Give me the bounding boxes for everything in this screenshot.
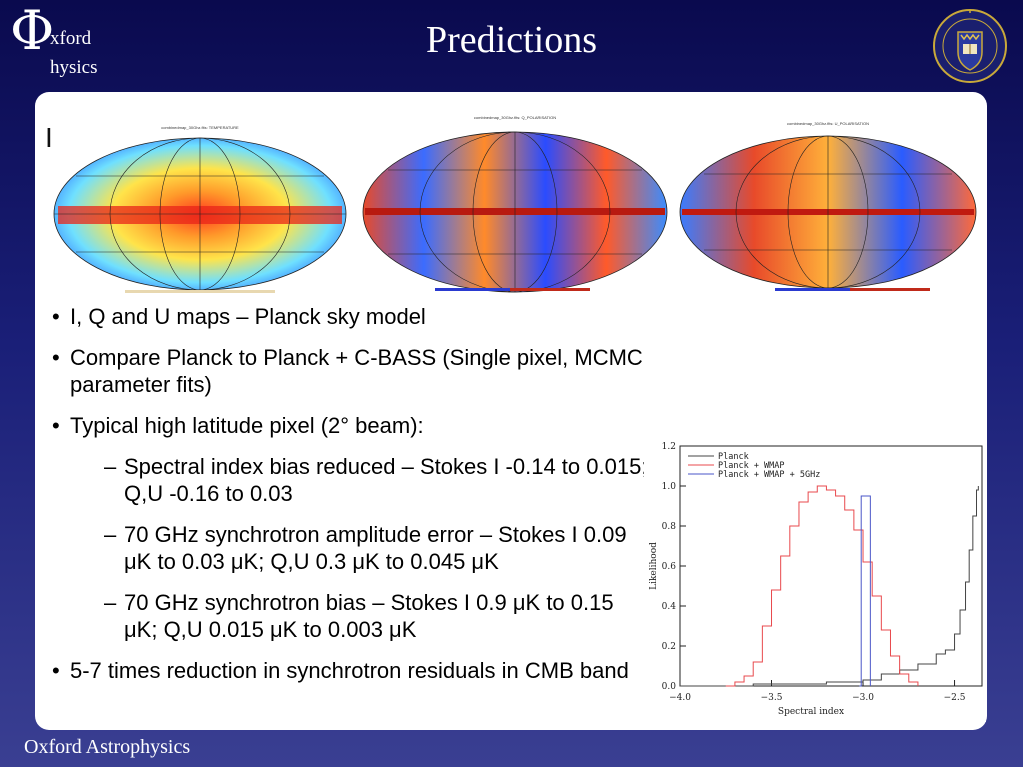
y-tick-label: 0.8 <box>662 522 677 532</box>
y-tick-label: 0.2 <box>662 642 676 652</box>
x-tick-label: −3.5 <box>761 693 783 703</box>
x-tick-label: −2.5 <box>944 693 966 703</box>
y-tick-label: 0.6 <box>662 562 677 572</box>
bullet-item: • I, Q and U maps – Planck sky model <box>52 304 426 329</box>
sub-bullet-item: –70 GHz synchrotron bias – Stokes I 0.9 … <box>104 590 614 642</box>
temperature-map: combinedmap_30Ghz.fits: TEMPERATURE <box>53 125 347 293</box>
x-tick-label: −4.0 <box>669 693 691 703</box>
legend-label: Planck + WMAP + 5GHz <box>718 470 820 480</box>
sky-maps: combinedmap_30Ghz.fits: TEMPERATURE comb… <box>53 115 977 293</box>
x-tick-label: −3.0 <box>852 693 874 703</box>
y-axis-label: Likelihood <box>649 542 659 590</box>
map-title: combinedmap_30Ghz.fits: TEMPERATURE <box>161 125 239 130</box>
logo-text-hysics: hysics <box>50 57 98 78</box>
chart-background <box>644 438 986 722</box>
phi-glyph: Φ <box>10 0 55 62</box>
y-tick-label: 0.4 <box>662 602 677 612</box>
corner-mark: I <box>45 122 53 153</box>
likelihood-chart: −4.0 −3.5 −3.0 −2.5 0.0 0.2 0.4 0.6 0.8 1.0 1.2 Spe… <box>644 438 986 722</box>
bullet-list: • I, Q and U maps – Planck sky model • Com… <box>48 303 648 698</box>
bullet-item: • 5-7 times reduction in synchrotron resi… <box>52 658 629 683</box>
series-line-0 <box>680 486 979 687</box>
oxford-university-crest-icon <box>933 9 1007 83</box>
bullet-item: • Compare Planck to Planck + C-BASS (Sing… <box>52 345 643 397</box>
series-line-1 <box>725 485 919 687</box>
y-tick-label: 1.2 <box>662 442 676 452</box>
sub-bullet-item: – Spectral index bias reduced – Stokes I … <box>104 454 648 506</box>
sub-bullet-item: –70 GHz synchrotron amplitude error – St… <box>104 522 627 574</box>
footer-text: Oxford Astrophysics <box>24 736 191 758</box>
y-tick-label: 1.0 <box>662 482 677 492</box>
q-polarisation-map: combinedmap_30Ghz.fits: Q_POLARISATION <box>362 115 668 293</box>
map-title: combinedmap_30Ghz.fits: U_POLARISATION <box>787 121 869 126</box>
oxford-physics-logo: Φ xford hysics <box>10 4 130 80</box>
x-axis-label: Spectral index <box>778 707 844 717</box>
series-line-2 <box>859 495 871 687</box>
map-title: combinedmap_30Ghz.fits: Q_POLARISATION <box>474 115 556 120</box>
logo-text-xford: xford <box>50 28 92 49</box>
u-polarisation-map: combinedmap_30Ghz.fits: U_POLARISATION <box>679 121 977 291</box>
bullet-item: • Typical high latitude pixel (2° beam): <box>52 413 424 438</box>
slide-title: Predictions <box>426 19 597 61</box>
legend-label: Planck <box>718 452 749 462</box>
y-tick-label: 0.0 <box>662 682 677 692</box>
legend-label: Planck + WMAP <box>718 461 785 471</box>
